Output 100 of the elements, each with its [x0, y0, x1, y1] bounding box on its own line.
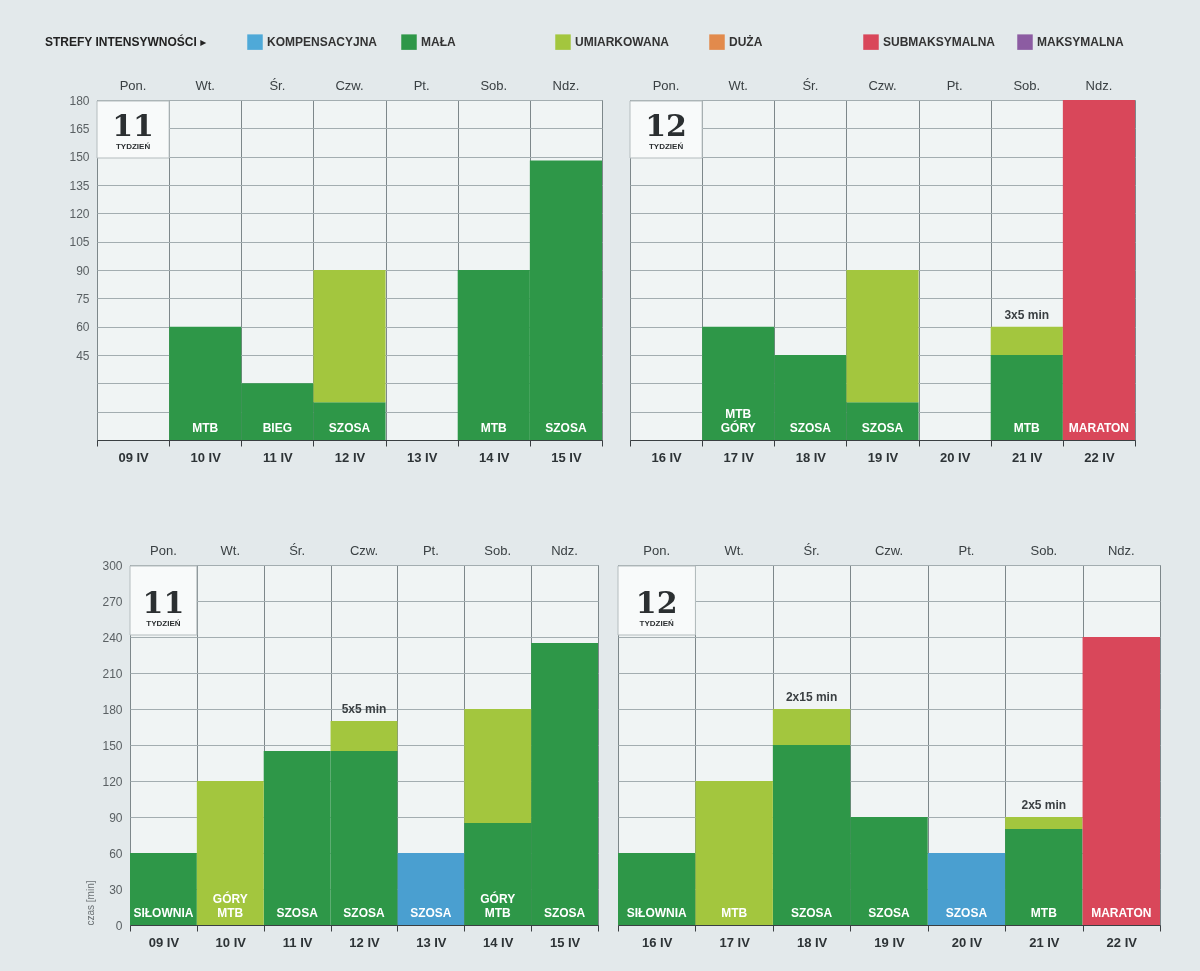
bar	[313, 270, 386, 403]
annotation: GÓRY MTB	[480, 891, 516, 920]
y-tick-label: 180	[102, 702, 123, 717]
bar	[846, 270, 919, 403]
annotation: SZOSA	[543, 906, 586, 920]
text: Śr.	[289, 543, 306, 558]
text: Pt.	[946, 78, 963, 93]
annotation: SZOSA	[410, 906, 452, 920]
text: Wt.	[220, 543, 241, 558]
x-tick-label: 15 IV	[551, 449, 582, 465]
annotation: MTB	[721, 906, 748, 920]
text: Czw.	[868, 78, 897, 93]
text: Czw.	[335, 78, 364, 93]
y-tick-label: 150	[102, 738, 123, 753]
annotation: SZOSA	[945, 906, 988, 920]
text: Sob.	[1013, 78, 1041, 93]
x-tick-label: 18 IV	[796, 934, 828, 950]
text: TYDZIEŃ	[146, 619, 181, 628]
y-tick-label: 210	[102, 666, 123, 681]
text: Wt.	[195, 78, 215, 93]
annotation: MARATON	[1091, 906, 1152, 920]
text: Wt.	[724, 543, 744, 558]
y-tick-label: 120	[69, 206, 90, 221]
x-tick-label: 22 IV	[1084, 449, 1115, 465]
annotation: BIEG	[262, 421, 293, 435]
y-tick-label: 90	[76, 263, 90, 278]
y-tick-label: 300	[102, 558, 123, 573]
x-tick-label: 09 IV	[118, 449, 150, 465]
text: Ndz.	[551, 543, 578, 558]
annotation: MTB GÓRY	[720, 407, 756, 435]
bar	[130, 853, 197, 925]
bar	[990, 326, 1063, 355]
bar	[1082, 637, 1160, 925]
annotation: SZOSA	[343, 906, 385, 920]
x-tick-label: 12 IV	[349, 934, 380, 950]
text: Ndz.	[1085, 78, 1113, 93]
bar	[464, 709, 532, 823]
annotation: 5x5 min	[341, 702, 387, 716]
legend-label: MAŁA	[421, 35, 456, 50]
annotation: MTB	[192, 421, 219, 435]
text: Czw.	[349, 543, 379, 558]
annotation: MTB	[480, 421, 508, 435]
bar	[990, 355, 1063, 440]
legend-title: STREFY INTENSYWNOŚCI ▸	[45, 34, 207, 49]
text: Pon.	[652, 78, 680, 93]
bar	[1005, 829, 1083, 925]
text: TYDZIEŃ	[639, 619, 675, 628]
x-tick-label: 14 IV	[483, 934, 514, 950]
annotation: GÓRY MTB	[212, 891, 248, 920]
text: Śr.	[269, 78, 286, 93]
annotation: SIŁOWNIA	[626, 906, 688, 920]
annotation: SZOSA	[790, 906, 833, 920]
x-tick-label: 21 IV	[1012, 449, 1043, 465]
annotation: SZOSA	[545, 421, 587, 435]
text: Czw.	[874, 543, 904, 558]
x-tick-label: 11 IV	[263, 449, 293, 465]
y-tick-label: 45	[76, 348, 90, 363]
x-tick-label: 22 IV	[1106, 934, 1138, 950]
y-tick-label: 180	[69, 93, 90, 108]
text: Ndz.	[552, 78, 580, 93]
text: Pon.	[119, 78, 147, 93]
bar	[196, 781, 264, 925]
y-tick-label: 60	[109, 846, 123, 861]
text: Sob.	[480, 78, 508, 93]
x-tick-label: 09 IV	[148, 934, 180, 950]
text: Śr.	[802, 78, 819, 93]
annotation: SZOSA	[789, 421, 832, 435]
annotation: MTB	[1013, 421, 1041, 435]
annotation: 3x5 min	[1004, 307, 1050, 322]
annotation: 2x5 min	[1021, 798, 1067, 812]
annotation: 2x15 min	[785, 690, 838, 704]
bar	[1005, 817, 1083, 829]
legend-label: UMIARKOWANA	[575, 35, 670, 50]
x-tick-label: 19 IV	[874, 934, 905, 950]
text: 12	[635, 585, 678, 620]
text: 11	[142, 585, 185, 620]
annotation: MTB	[1030, 906, 1058, 920]
x-tick-label: 19 IV	[867, 449, 899, 465]
annotation: SIŁOWNIA	[133, 906, 194, 920]
x-tick-label: 15 IV	[549, 934, 581, 950]
y-tick-label: 75	[76, 291, 90, 306]
text: Pt.	[422, 543, 439, 558]
bar	[695, 781, 773, 925]
x-tick-label: 20 IV	[951, 934, 983, 950]
x-tick-label: 10 IV	[215, 934, 247, 950]
chart-title: 12	[645, 108, 687, 143]
x-tick-label: 18 IV	[795, 449, 827, 465]
y-tick-label: 60	[76, 320, 90, 335]
bar	[1062, 100, 1135, 440]
x-tick-label: 16 IV	[642, 934, 673, 950]
annotation: SZOSA	[861, 421, 904, 435]
bar	[397, 853, 465, 925]
text: Śr.	[803, 543, 820, 558]
chart-title: 11	[112, 108, 154, 143]
y-tick-label: 270	[102, 594, 123, 609]
x-tick-label: 14 IV	[479, 449, 510, 465]
annotation: SZOSA	[868, 906, 910, 920]
x-tick-label: 16 IV	[651, 449, 683, 465]
text: Pon.	[150, 543, 177, 558]
y-tick-label: 105	[69, 235, 90, 250]
